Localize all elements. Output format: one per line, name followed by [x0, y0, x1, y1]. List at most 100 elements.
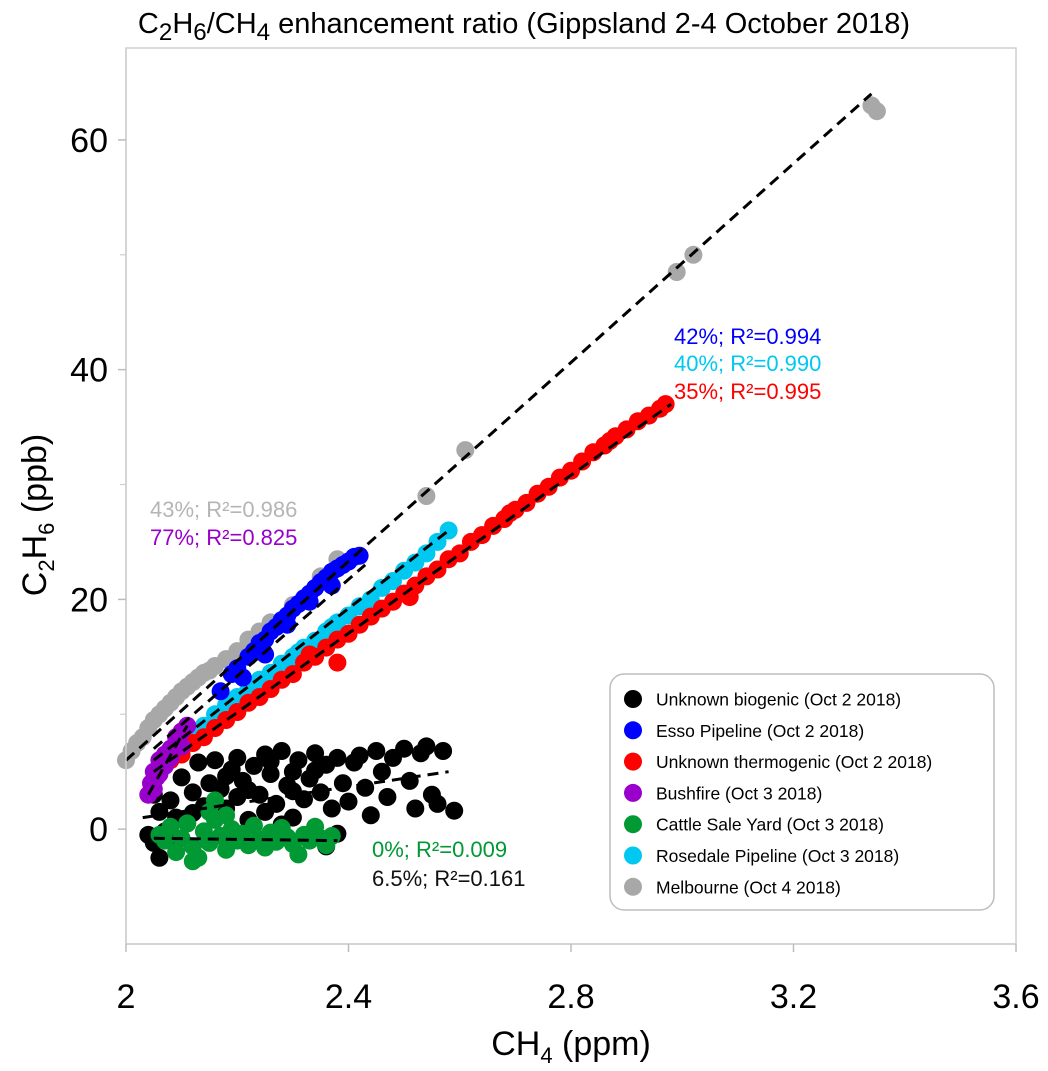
legend-label: Unknown biogenic (Oct 2 2018) [656, 690, 901, 710]
data-point [445, 801, 464, 820]
data-point [339, 792, 358, 811]
axes: 2 2.4 2.8 3.2 3.6 0 20 40 60 [70, 48, 1040, 1016]
annotation-melbourne: 43%; R²=0.986 [150, 497, 297, 522]
data-point [417, 544, 436, 563]
x-tick-label: 3.6 [992, 978, 1039, 1016]
x-tick-label: 2 [117, 978, 136, 1016]
data-point [161, 817, 180, 836]
fit-line-bushfire [146, 724, 189, 796]
data-point [434, 742, 453, 760]
data-point [150, 802, 169, 821]
data-point [217, 806, 236, 825]
data-point [178, 814, 197, 833]
legend-marker [624, 721, 642, 740]
data-point [244, 816, 263, 835]
x-tick-label: 3.2 [770, 978, 817, 1016]
annotation-unknown-thermogenic: 35%; R²=0.995 [674, 379, 821, 404]
legend-marker [624, 846, 642, 865]
data-point [378, 788, 397, 806]
y-axis-label: C2H6 (ppb) [16, 434, 59, 596]
legend-label: Rosedale Pipeline (Oct 3 2018) [656, 846, 899, 866]
y-tick-label: 60 [70, 122, 108, 160]
data-point [155, 831, 174, 850]
legend-item-rosedale-pipeline: Rosedale Pipeline (Oct 3 2018) [624, 846, 899, 866]
data-point [372, 762, 391, 781]
data-point [361, 806, 380, 825]
legend-items: Unknown biogenic (Oct 2 2018) Esso Pipeli… [624, 690, 932, 897]
legend: Unknown biogenic (Oct 2 2018) Esso Pipeli… [609, 673, 995, 911]
data-point [233, 668, 252, 687]
legend-marker [624, 752, 642, 771]
data-point [300, 645, 319, 664]
data-point [183, 783, 202, 802]
fit-line-melbourne [125, 92, 873, 762]
data-point [867, 102, 886, 121]
annotation-rosedale-pipeline: 40%; R²=0.990 [674, 351, 821, 376]
data-point [417, 487, 436, 505]
legend-box [609, 673, 995, 911]
data-point [300, 592, 319, 611]
fit-line-cattle-sale-yard [153, 836, 338, 843]
data-point [289, 845, 308, 864]
legend-item-cattle-sale-yard: Cattle Sale Yard (Oct 3 2018) [624, 815, 884, 835]
data-point [328, 748, 347, 767]
data-point [322, 827, 341, 845]
data-point [417, 737, 436, 756]
fit-line-unknown-biogenic [142, 770, 449, 820]
chart-title: C2H6/CH4 enhancement ratio (Gippsland 2-… [137, 8, 911, 46]
annotation-unknown-biogenic: 6.5%; R²=0.161 [372, 866, 525, 891]
legend-item-unknown-biogenic: Unknown biogenic (Oct 2 2018) [624, 690, 901, 710]
data-point [244, 756, 263, 775]
legend-label: Unknown thermogenic (Oct 2 2018) [656, 752, 932, 772]
series-melbourne [117, 96, 886, 770]
data-point [228, 748, 247, 767]
fit-lines [125, 92, 873, 843]
legend-label: Cattle Sale Yard (Oct 3 2018) [656, 815, 884, 835]
data-point [322, 799, 341, 818]
data-point [183, 852, 202, 871]
legend-marker [624, 690, 642, 708]
legend-marker [624, 877, 642, 896]
data-point [206, 751, 224, 770]
y-tick-label: 20 [70, 581, 108, 619]
data-point [656, 395, 675, 414]
legend-item-bushfire: Bushfire (Oct 3 2018) [624, 783, 822, 803]
data-point [406, 799, 425, 818]
data-point [350, 746, 369, 765]
x-axis-label: CH4 (ppm) [491, 1025, 651, 1068]
data-point [400, 771, 419, 790]
annotation-bushfire: 77%; R²=0.825 [150, 525, 297, 550]
legend-item-melbourne: Melbourne (Oct 4 2018) [624, 877, 841, 897]
legend-item-esso-pipeline: Esso Pipeline (Oct 2 2018) [624, 721, 864, 741]
legend-label: Esso Pipeline (Oct 2 2018) [656, 721, 864, 741]
fit-line-unknown-thermogenic [152, 402, 672, 773]
y-tick-label: 0 [89, 811, 108, 849]
legend-marker [624, 815, 642, 834]
legend-label: Bushfire (Oct 3 2018) [656, 783, 822, 803]
annotation-cattle-sale-yard: 0%; R²=0.009 [372, 837, 507, 862]
x-tick-label: 2.8 [547, 978, 594, 1016]
data-point [356, 778, 375, 797]
data-point [261, 765, 280, 783]
data-point [322, 576, 341, 595]
data-point [278, 615, 297, 634]
data-point [667, 263, 686, 281]
data-point [350, 546, 369, 565]
data-point [172, 768, 191, 787]
data-point [161, 791, 180, 810]
data-point [189, 753, 208, 772]
data-point [333, 774, 352, 793]
y-tick-label: 40 [70, 352, 108, 390]
fit-line-rosedale-pipeline [152, 529, 450, 762]
data-point [500, 504, 519, 523]
data-point [367, 742, 386, 760]
data-point [217, 767, 236, 786]
x-tick-label: 2.4 [325, 978, 372, 1016]
data-point [167, 843, 186, 862]
fit-annotations: 43%; R²=0.986 77%; R²=0.825 42%; R²=0.99… [150, 324, 821, 891]
data-point [311, 783, 330, 802]
data-point [328, 653, 347, 672]
data-point [428, 794, 447, 813]
data-point [150, 848, 169, 867]
